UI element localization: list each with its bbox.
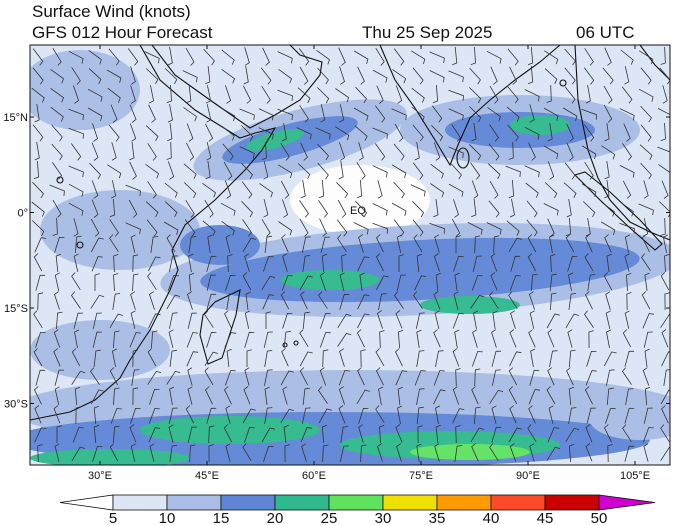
axis-labels: 15°N 0° 15°S 30°S 30°E 45°E 60°E 75°E 90°E 105°E: [3, 45, 670, 482]
colorbar-segment: [436, 494, 492, 511]
map-field: EQ: [30, 45, 670, 465]
colorbar-label: 15: [213, 510, 230, 525]
subtitle: GFS 012 Hour Forecast: [32, 23, 213, 42]
map-border: [29, 44, 671, 466]
longitude-label: 75°E: [409, 470, 433, 482]
longitude-label: 30°E: [88, 470, 112, 482]
date: Thu 25 Sep 2025: [362, 23, 492, 42]
colorbar-label: 45: [537, 510, 554, 525]
latitude-label: 15°S: [4, 303, 28, 315]
latitude-label: 30°S: [4, 399, 28, 411]
latitude-label: 0°: [17, 208, 28, 220]
colorbar-segment: [112, 494, 168, 511]
colorbar-segment: [490, 494, 546, 511]
colorbar-segment: [598, 494, 656, 511]
longitude-label: 45°E: [195, 470, 219, 482]
colorbar-label: 20: [267, 510, 284, 525]
colorbar-label: 50: [591, 510, 608, 525]
longitude-label: 105°E: [620, 470, 650, 482]
colorbar-segment: [220, 494, 276, 511]
colorbar-label: 30: [375, 510, 392, 525]
colorbar-label: 10: [159, 510, 176, 525]
colorbar-segment: [166, 494, 222, 511]
coastlines: [30, 45, 670, 421]
colorbar-label: 35: [429, 510, 446, 525]
colorbar-segment: [59, 494, 114, 511]
longitude-label: 90°E: [516, 470, 540, 482]
time: 06 UTC: [576, 23, 635, 42]
title: Surface Wind (knots): [32, 2, 191, 21]
colorbar: 5 10 15 20 25 30 35 40 45 50: [59, 494, 656, 525]
longitude-label: 60°E: [302, 470, 326, 482]
colorbar-segment: [274, 494, 330, 511]
wind-shading: [30, 50, 670, 465]
colorbar-segment: [544, 494, 600, 511]
colorbar-segment: [382, 494, 438, 511]
colorbar-label: 5: [109, 510, 117, 525]
equator-label: EQ: [350, 205, 366, 217]
wind-barbs: [31, 46, 670, 463]
latitude-label: 15°N: [3, 112, 28, 124]
colorbar-label: 25: [321, 510, 338, 525]
colorbar-label: 40: [483, 510, 500, 525]
colorbar-segment: [328, 494, 384, 511]
